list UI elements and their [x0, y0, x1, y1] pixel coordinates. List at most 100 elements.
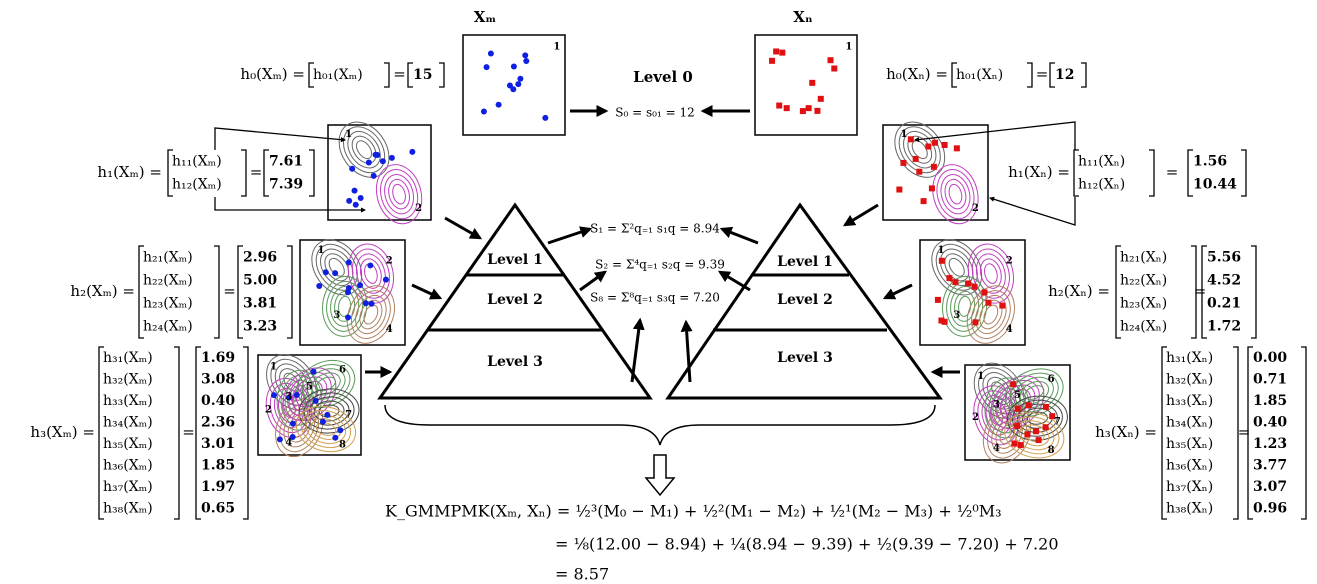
point: [366, 160, 372, 166]
thumbnail-label: 1: [345, 129, 352, 140]
point: [1033, 428, 1039, 434]
point: [290, 421, 296, 427]
point: [800, 108, 806, 114]
point: [831, 66, 837, 72]
vector-value: 1.85: [1253, 393, 1287, 409]
connector: [215, 128, 345, 150]
point: [896, 187, 902, 193]
point: [1011, 441, 1017, 447]
bracket: [214, 246, 219, 338]
point: [409, 149, 415, 155]
bracket: [174, 347, 179, 519]
thumbnail-label: 1: [553, 42, 560, 53]
s0: S₀ = s₀₁ = 12: [615, 106, 694, 120]
thumbnail-label: 3: [993, 399, 1000, 410]
vector-label: h₀(Xₙ) =: [886, 65, 948, 83]
thumbnail-label: 7: [1054, 417, 1061, 428]
point: [517, 76, 523, 82]
thumbnail-label: 2: [972, 203, 979, 214]
level-label: Level 2: [487, 292, 543, 308]
point: [972, 319, 978, 325]
bracket: [1241, 150, 1246, 196]
point: [921, 198, 927, 204]
thumbnail-label: 1: [938, 245, 945, 256]
point: [353, 202, 359, 208]
thumbnail-label: 4: [285, 438, 292, 449]
input-title: Xₙ: [793, 8, 813, 26]
vector-value: 0.21: [1207, 296, 1241, 312]
point: [358, 195, 364, 201]
vector-value: 0.71: [1253, 371, 1287, 387]
s1: S₁ = Σ²q₌₁ s₁q = 8.94: [590, 222, 720, 236]
vector-value: 3.81: [243, 296, 277, 312]
thumbnail-label: 2: [972, 412, 979, 423]
vector-value: 5.00: [243, 273, 277, 289]
thumbnail-label: 4: [993, 443, 1000, 454]
bracket: [1081, 63, 1086, 87]
thumbnail-label: 1: [901, 129, 908, 140]
vector-label: h₂(Xₘ) =: [70, 282, 135, 300]
vector-value: 1.85: [201, 457, 235, 473]
point: [371, 173, 377, 179]
point: [522, 52, 528, 58]
point: [935, 297, 941, 303]
vector-entry: h₃₆(Xₙ): [1166, 457, 1213, 473]
point: [337, 427, 343, 433]
point: [769, 58, 775, 64]
point: [363, 300, 369, 306]
vector-label: h₁(Xₘ) =: [97, 163, 162, 181]
vector-entry: h₃₇(Xₙ): [1166, 479, 1213, 495]
equals-sign: =: [223, 282, 236, 300]
point: [1014, 423, 1020, 429]
point: [357, 282, 363, 288]
point: [972, 284, 978, 290]
equals-sign: =: [393, 65, 406, 83]
point: [294, 392, 300, 398]
point: [916, 169, 922, 175]
formula-line: = ⅛(12.00 − 8.94) + ¼(8.94 − 9.39) + ½(9…: [555, 535, 1059, 554]
thumbnail-label: 1: [977, 371, 984, 382]
vector-label: h₀(Xₘ) =: [240, 65, 305, 83]
thumbnail-label: 5: [306, 382, 313, 393]
vector-entry: h₃₁(Xₘ): [103, 350, 153, 366]
level-label: Level 3: [487, 354, 543, 370]
point: [809, 80, 815, 86]
vector-value: 3.08: [201, 371, 235, 387]
thumbnail-label: 8: [1048, 445, 1055, 456]
vector-value: 0.00: [1253, 350, 1287, 366]
vector-entry: h₃₅(Xₘ): [103, 436, 153, 452]
bracket: [1301, 347, 1306, 519]
vector-entry: h₃₃(Xₘ): [103, 393, 153, 409]
point: [383, 277, 389, 283]
point: [507, 82, 513, 88]
vector-value: 3.23: [243, 319, 277, 335]
point: [352, 188, 358, 194]
point: [346, 285, 352, 291]
vector-value: 1.97: [201, 479, 235, 495]
point: [900, 160, 906, 166]
vector-value: 1.56: [1193, 154, 1227, 170]
point: [939, 258, 945, 264]
point: [828, 57, 834, 63]
thumbnail-label: 6: [1048, 374, 1055, 385]
point: [931, 164, 937, 170]
point: [349, 166, 355, 172]
formula-line: K_GMMPMK(Xₘ, Xₙ) = ½³(M₀ − M₁) + ½²(M₁ −…: [385, 502, 1002, 521]
thumbnail-label: 6: [339, 365, 346, 376]
vector-entry: h₂₃(Xₘ): [143, 296, 193, 312]
point: [806, 105, 812, 111]
vector-value: 1.23: [1253, 436, 1287, 452]
vector-entry: h₁₂(Xₘ): [172, 177, 222, 193]
vector-entry: h₂₂(Xₘ): [143, 273, 193, 289]
thumbnail-label: 2: [386, 256, 393, 267]
point: [367, 262, 373, 268]
level-label: Level 1: [777, 254, 833, 270]
point: [484, 64, 490, 70]
point: [346, 259, 352, 265]
point: [1043, 404, 1049, 410]
thumbnail: [755, 35, 857, 135]
input-title: Xₘ: [474, 8, 497, 26]
thumbnail-label: 2: [415, 203, 422, 214]
thumbnail-label: 1: [845, 42, 852, 53]
bracket: [309, 150, 314, 196]
